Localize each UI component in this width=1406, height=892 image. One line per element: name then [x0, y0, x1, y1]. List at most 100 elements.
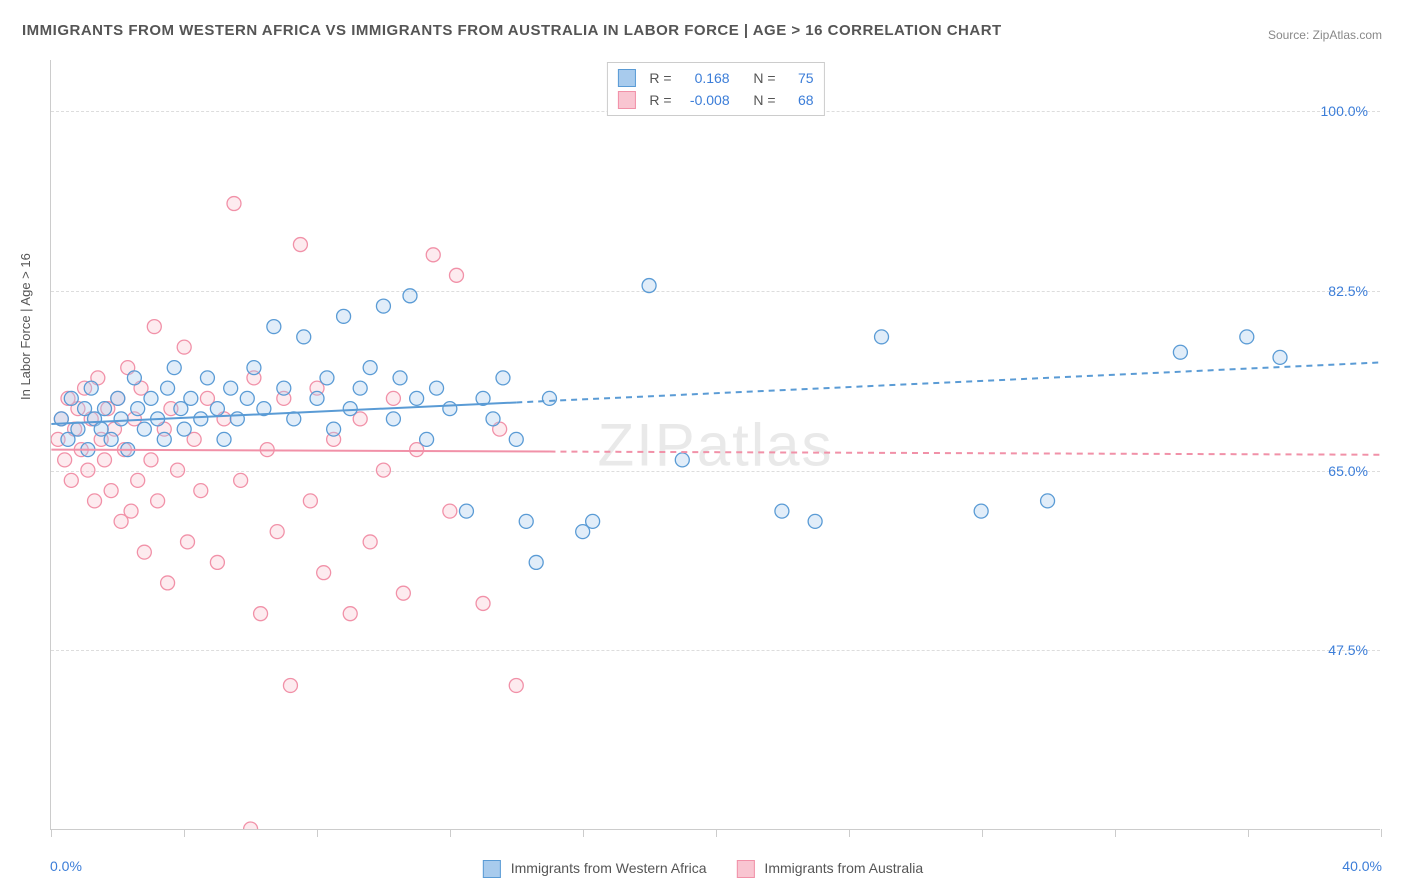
data-point — [1173, 345, 1187, 359]
data-point — [393, 371, 407, 385]
data-point — [124, 504, 138, 518]
data-point — [386, 412, 400, 426]
x-tick — [450, 829, 451, 837]
data-point — [210, 555, 224, 569]
data-point — [184, 391, 198, 405]
data-point — [303, 494, 317, 508]
data-point — [808, 514, 822, 528]
data-point — [114, 412, 128, 426]
n-label: N = — [753, 70, 775, 86]
data-point — [277, 381, 291, 395]
data-point — [137, 545, 151, 559]
data-point — [200, 371, 214, 385]
legend-item-series-2: Immigrants from Australia — [737, 860, 924, 878]
data-point — [486, 412, 500, 426]
data-point — [270, 525, 284, 539]
data-point — [104, 484, 118, 498]
data-point — [230, 412, 244, 426]
r-label: R = — [649, 70, 671, 86]
data-point — [244, 822, 258, 829]
data-point — [111, 391, 125, 405]
legend-item-series-1: Immigrants from Western Africa — [483, 860, 707, 878]
data-point — [293, 238, 307, 252]
data-point — [426, 248, 440, 262]
data-point — [71, 422, 85, 436]
data-point — [449, 268, 463, 282]
data-point — [210, 402, 224, 416]
data-point — [88, 494, 102, 508]
data-point — [410, 391, 424, 405]
data-point — [586, 514, 600, 528]
data-point — [1041, 494, 1055, 508]
data-point — [161, 576, 175, 590]
x-tick — [849, 829, 850, 837]
data-point — [127, 371, 141, 385]
data-point — [875, 330, 889, 344]
data-point — [104, 432, 118, 446]
x-tick — [51, 829, 52, 837]
data-point — [403, 289, 417, 303]
data-point — [443, 402, 457, 416]
data-point — [519, 514, 533, 528]
data-point — [98, 453, 112, 467]
data-point — [353, 381, 367, 395]
data-point — [227, 197, 241, 211]
data-point — [167, 361, 181, 375]
data-point — [310, 391, 324, 405]
data-point — [327, 422, 341, 436]
swatch-series-2 — [617, 91, 635, 109]
data-point — [343, 607, 357, 621]
data-point — [337, 309, 351, 323]
data-point — [81, 463, 95, 477]
x-tick — [184, 829, 185, 837]
data-point — [363, 361, 377, 375]
y-axis-label: In Labor Force | Age > 16 — [18, 253, 33, 400]
data-point — [177, 340, 191, 354]
data-point — [297, 330, 311, 344]
x-tick — [1248, 829, 1249, 837]
data-point — [64, 473, 78, 487]
data-point — [224, 381, 238, 395]
data-point — [283, 678, 297, 692]
legend-label-series-2: Immigrants from Australia — [764, 860, 923, 876]
trend-line-dashed — [516, 362, 1379, 402]
chart-svg — [51, 60, 1380, 829]
chart-title: IMMIGRANTS FROM WESTERN AFRICA VS IMMIGR… — [22, 22, 1002, 39]
data-point — [181, 535, 195, 549]
data-point — [509, 678, 523, 692]
x-tick — [716, 829, 717, 837]
data-point — [443, 504, 457, 518]
r-value-series-2: -0.008 — [680, 92, 730, 108]
swatch-series-1-bottom — [483, 860, 501, 878]
correlation-legend: R = 0.168 N = 75 R = -0.008 N = 68 — [606, 62, 824, 116]
x-tick — [1381, 829, 1382, 837]
data-point — [144, 391, 158, 405]
x-axis-max-label: 40.0% — [1342, 858, 1382, 874]
r-label: R = — [649, 92, 671, 108]
x-tick — [583, 829, 584, 837]
data-point — [177, 422, 191, 436]
data-point — [254, 607, 268, 621]
data-point — [476, 596, 490, 610]
data-point — [430, 381, 444, 395]
x-tick — [982, 829, 983, 837]
data-point — [509, 432, 523, 446]
n-value-series-2: 68 — [784, 92, 814, 108]
data-point — [396, 586, 410, 600]
data-point — [675, 453, 689, 467]
data-point — [529, 555, 543, 569]
data-point — [194, 484, 208, 498]
data-point — [147, 320, 161, 334]
trend-line-dashed — [549, 452, 1379, 455]
legend-label-series-1: Immigrants from Western Africa — [511, 860, 707, 876]
n-label: N = — [753, 92, 775, 108]
legend-row-series-1: R = 0.168 N = 75 — [617, 67, 813, 89]
data-point — [151, 494, 165, 508]
data-point — [194, 412, 208, 426]
swatch-series-1 — [617, 69, 635, 87]
data-point — [171, 463, 185, 477]
data-point — [974, 504, 988, 518]
swatch-series-2-bottom — [737, 860, 755, 878]
data-point — [131, 473, 145, 487]
x-axis-min-label: 0.0% — [50, 858, 82, 874]
